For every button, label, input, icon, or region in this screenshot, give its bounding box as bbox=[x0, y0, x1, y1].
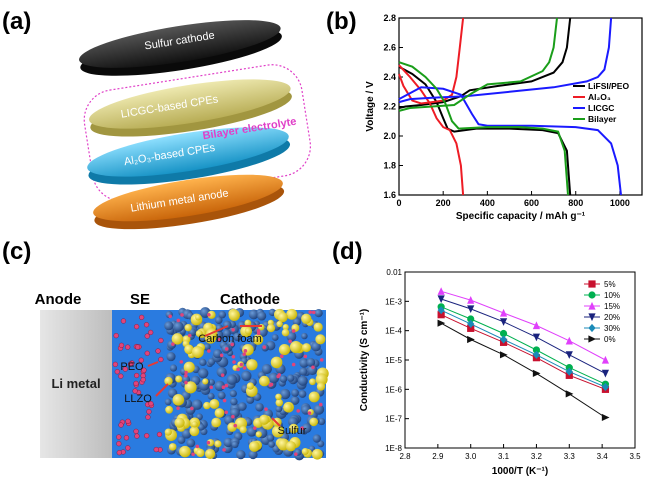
legend-label: LICGC bbox=[588, 103, 614, 113]
legend-marker bbox=[588, 323, 596, 333]
x-tick-label: 3.1 bbox=[498, 452, 510, 461]
y-tick-label: 2.4 bbox=[383, 72, 396, 82]
x-axis-label: 1000/T (K⁻¹) bbox=[492, 466, 548, 477]
x-tick-label: 3.3 bbox=[564, 452, 576, 461]
x-tick-label: 0 bbox=[396, 198, 401, 208]
legend-marker bbox=[588, 301, 596, 310]
y-tick-label: 1E-5 bbox=[385, 356, 402, 365]
data-point bbox=[565, 390, 574, 398]
data-point bbox=[565, 367, 573, 376]
legend-marker bbox=[588, 280, 596, 288]
series-line-Al₂O₃-discharge bbox=[398, 64, 465, 196]
y-tick-label: 2.6 bbox=[383, 43, 396, 53]
series-line-Bilayer-charge bbox=[398, 17, 558, 112]
x-tick-label: 600 bbox=[524, 198, 539, 208]
data-point bbox=[601, 355, 610, 364]
x-tick-label: 400 bbox=[480, 198, 495, 208]
data-point bbox=[437, 287, 445, 295]
x-tick-label: 3.5 bbox=[629, 452, 641, 461]
data-point bbox=[565, 351, 573, 359]
y-tick-label: 1E-7 bbox=[385, 415, 402, 424]
legend-label: Bilayer bbox=[588, 114, 617, 124]
series-line-10% bbox=[440, 306, 606, 385]
panel-d-letter: (d) bbox=[332, 238, 363, 265]
data-point bbox=[499, 351, 508, 359]
data-point bbox=[437, 311, 445, 319]
data-point bbox=[437, 306, 445, 315]
data-point bbox=[532, 350, 541, 359]
panel-b-letter: (b) bbox=[326, 8, 357, 35]
series-line-30% bbox=[440, 309, 606, 388]
legend-label: 15% bbox=[604, 302, 620, 311]
data-point bbox=[437, 319, 446, 327]
data-point bbox=[565, 336, 573, 345]
series-line-LICGC-charge bbox=[398, 17, 613, 104]
x-axis-label: Specific capacity / mAh g⁻¹ bbox=[456, 211, 586, 222]
x-tick-label: 3.2 bbox=[531, 452, 543, 461]
x-tick-label: 800 bbox=[568, 198, 583, 208]
series-line-Bilayer-discharge bbox=[398, 61, 569, 196]
y-tick-label: 2.8 bbox=[383, 13, 396, 23]
x-tick-label: 3.4 bbox=[597, 452, 609, 461]
data-point bbox=[467, 315, 475, 323]
series-line-LICGC-discharge bbox=[398, 86, 622, 196]
legend-label: Al₂O₃ bbox=[588, 92, 611, 102]
x-tick-label: 2.8 bbox=[399, 452, 411, 461]
y-tick-label: 1.6 bbox=[383, 190, 396, 200]
data-point bbox=[601, 369, 610, 378]
data-point bbox=[467, 324, 475, 332]
data-point bbox=[532, 333, 541, 342]
legend-marker bbox=[588, 335, 597, 343]
y-tick-label: 1E-4 bbox=[385, 327, 402, 336]
y-tick-label: 2.2 bbox=[383, 102, 396, 112]
data-point bbox=[532, 369, 541, 377]
y-axis-label: Conductivity (S cm⁻¹) bbox=[359, 309, 370, 412]
y-tick-label: 1E-8 bbox=[385, 444, 402, 453]
data-point bbox=[467, 319, 475, 329]
legend-label: 5% bbox=[604, 280, 616, 289]
panel-a-letter: (a) bbox=[2, 8, 32, 35]
data-point bbox=[499, 318, 508, 326]
y-tick-label: 1.8 bbox=[383, 161, 396, 171]
y-tick-label: 1E-3 bbox=[385, 297, 402, 306]
legend-label: 20% bbox=[604, 313, 620, 322]
data-point bbox=[601, 413, 610, 422]
x-tick-label: 1000 bbox=[610, 198, 630, 208]
panel-c-letter: (c) bbox=[2, 238, 32, 265]
data-point bbox=[467, 335, 475, 344]
y-tick-label: 1E-6 bbox=[385, 385, 402, 394]
y-axis-label: Voltage / V bbox=[365, 81, 376, 132]
data-point bbox=[499, 329, 508, 338]
data-point bbox=[532, 346, 541, 354]
x-tick-label: 3.0 bbox=[465, 452, 477, 461]
data-point bbox=[499, 308, 508, 317]
series-line-20% bbox=[440, 298, 606, 374]
x-tick-label: 200 bbox=[436, 198, 451, 208]
legend-marker bbox=[588, 291, 596, 299]
series-line-15% bbox=[440, 290, 606, 361]
legend-label: LiFSI/PEO bbox=[588, 81, 629, 91]
series-line-0% bbox=[440, 322, 606, 418]
data-point bbox=[437, 295, 445, 304]
x-tick-label: 2.9 bbox=[432, 452, 444, 461]
series-line-5% bbox=[440, 314, 606, 390]
data-point bbox=[467, 296, 475, 304]
data-point bbox=[499, 335, 508, 344]
y-tick-label: 2.0 bbox=[383, 131, 396, 141]
series-line-LiFSI/PEO-charge bbox=[398, 17, 572, 109]
legend-label: 10% bbox=[604, 291, 620, 300]
data-point bbox=[532, 321, 541, 330]
y-tick-label: 0.01 bbox=[386, 268, 402, 277]
data-point bbox=[467, 305, 475, 314]
legend-label: 30% bbox=[604, 324, 620, 333]
legend-marker bbox=[588, 313, 596, 322]
data-point bbox=[601, 382, 610, 392]
legend-label: 0% bbox=[604, 335, 616, 344]
